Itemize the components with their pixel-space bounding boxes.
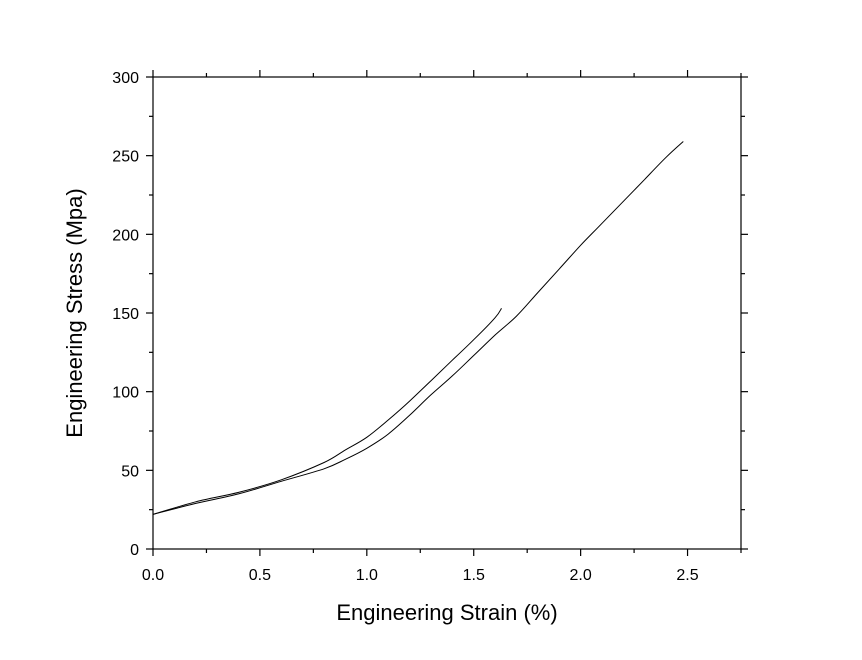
series-2-line xyxy=(152,141,684,515)
x-tick-label: 1.5 xyxy=(463,567,485,584)
y-tick-label: 250 xyxy=(112,149,139,166)
y-axis-title: Engineering Stress (Mpa) xyxy=(62,188,87,437)
plot-frame xyxy=(152,76,742,550)
plot-area xyxy=(152,76,742,550)
x-tick-label: 0.0 xyxy=(142,567,164,584)
series-1-line xyxy=(152,308,502,515)
x-axis: 0.0 0.5 1.0 1.5 2.0 2.5 xyxy=(142,70,742,584)
x-tick-label: 2.0 xyxy=(570,567,592,584)
y-tick-label: 300 xyxy=(112,70,139,87)
y-tick-label: 50 xyxy=(121,463,139,480)
y-tick-label: 0 xyxy=(130,542,139,559)
x-tick-label: 1.0 xyxy=(356,567,378,584)
y-tick-label: 100 xyxy=(112,385,139,402)
y-axis: 0 50 100 150 200 250 300 xyxy=(112,70,748,559)
y-tick-label: 150 xyxy=(112,306,139,323)
x-axis-title: Engineering Strain (%) xyxy=(336,600,557,625)
x-tick-label: 0.5 xyxy=(249,567,271,584)
x-tick-label: 2.5 xyxy=(676,567,698,584)
y-tick-label: 200 xyxy=(112,227,139,244)
series-layer xyxy=(152,141,684,515)
